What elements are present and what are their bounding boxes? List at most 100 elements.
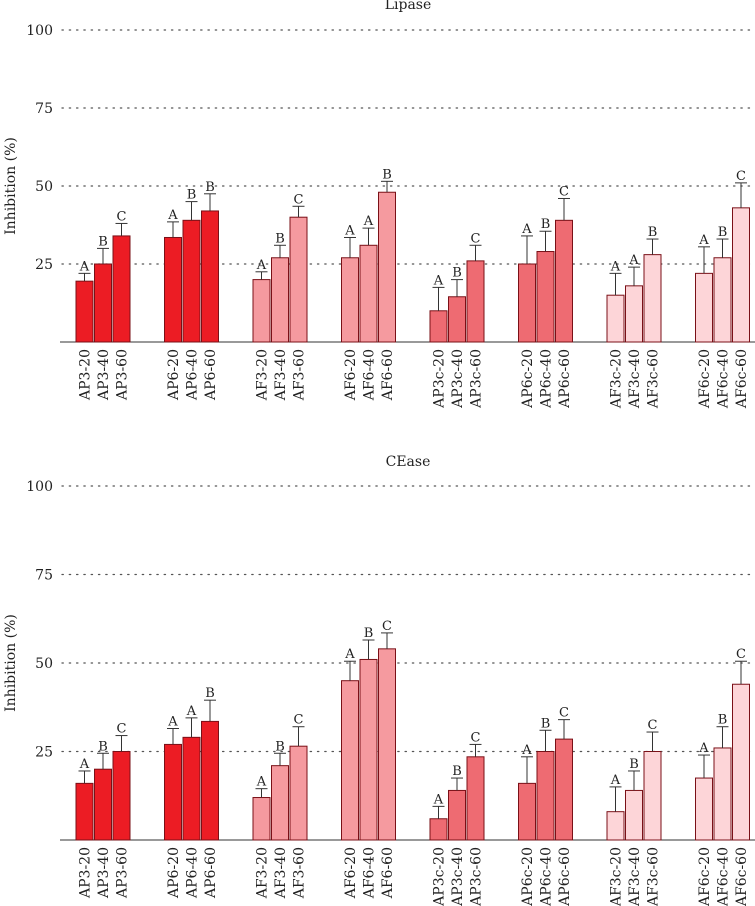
significance-letter: B: [541, 716, 551, 731]
significance-letter: C: [117, 209, 127, 224]
significance-letter: A: [344, 647, 355, 662]
bar-ap3c-40: [448, 296, 466, 343]
bar-af6-60: [378, 191, 396, 343]
x-tick-label: AP3-60: [115, 349, 131, 401]
chart-title: CEase: [386, 454, 431, 470]
bar-ap6-60: [201, 720, 219, 841]
significance-letter: B: [629, 757, 639, 772]
x-tick-label: AF3-20: [255, 349, 271, 401]
x-tick-label: AF6-20: [343, 349, 359, 401]
significance-letter: A: [610, 259, 621, 274]
bar-af3-20: [252, 279, 271, 343]
bar-af6c-40: [713, 257, 732, 343]
significance-letter: A: [433, 273, 444, 288]
bar-ap3-60: [112, 751, 131, 841]
significance-letter: C: [736, 647, 746, 662]
bar-ap3-20: [75, 280, 94, 343]
bar-af6c-60: [732, 207, 750, 343]
significance-letter: B: [275, 231, 285, 246]
bar-ap6c-60: [555, 738, 573, 841]
significance-letter: B: [452, 764, 462, 779]
bar-ap6c-40: [536, 251, 555, 343]
x-tick-label: AF3-60: [292, 847, 308, 899]
x-tick-label: AP6c-40: [539, 847, 555, 906]
significance-letter: A: [79, 259, 90, 274]
x-tick-label: AF6-40: [362, 847, 378, 899]
significance-letter: C: [471, 730, 481, 745]
x-tick-label: AF3c-40: [627, 847, 643, 906]
significance-letter: B: [98, 739, 108, 754]
significance-letter: B: [364, 626, 374, 641]
x-tick-label: AP3c-20: [432, 349, 448, 409]
x-tick-label: AF6c-40: [716, 349, 732, 409]
bar-ap3c-20: [429, 818, 448, 841]
y-axis-label: Inhibition (%): [3, 137, 19, 235]
significance-letter: A: [698, 741, 709, 756]
bar-af3-40: [271, 257, 289, 343]
bar-ap6-40: [182, 219, 201, 343]
x-tick-label: AF6-60: [380, 349, 396, 401]
x-tick-label: AP3c-40: [450, 349, 466, 409]
x-tick-label: AF3c-60: [646, 349, 662, 409]
bar-ap3c-60: [466, 260, 485, 343]
x-tick-label: AP6-60: [203, 349, 219, 401]
x-tick-label: AF3-20: [255, 847, 271, 899]
bar-ap3-40: [94, 263, 112, 343]
significance-letter: C: [117, 722, 127, 737]
significance-letter: A: [186, 704, 197, 719]
significance-letter: C: [559, 184, 569, 199]
bar-ap3c-40: [448, 789, 466, 841]
significance-letter: C: [294, 192, 304, 207]
y-axis-label: Inhibition (%): [3, 614, 19, 712]
significance-letter: A: [698, 233, 709, 248]
bar-af6-60: [378, 648, 396, 841]
bar-af6c-20: [695, 272, 713, 343]
x-tick-label: AF6c-20: [697, 847, 713, 906]
x-tick-label: AP3-20: [78, 847, 94, 899]
significance-letter: A: [344, 223, 355, 238]
bar-ap6-20: [164, 236, 182, 343]
x-tick-label: AF3-40: [273, 847, 289, 899]
x-tick-label: AP3-40: [96, 349, 112, 401]
significance-letter: A: [256, 258, 267, 273]
significance-letter: A: [433, 792, 444, 807]
significance-letter: A: [363, 214, 374, 229]
bar-ap3-60: [112, 235, 131, 343]
bar-af6-40: [359, 244, 378, 343]
x-tick-label: AP6c-40: [539, 349, 555, 409]
bar-af6-40: [359, 658, 378, 841]
significance-letter: B: [718, 225, 728, 240]
x-tick-label: AF3c-20: [609, 349, 625, 409]
significance-letter: A: [167, 714, 178, 729]
x-tick-label: AP6-20: [166, 349, 182, 401]
x-tick-label: AP6c-20: [520, 847, 536, 906]
x-tick-label: AF6c-60: [734, 847, 750, 906]
bar-af3-20: [252, 797, 271, 841]
x-tick-label: AF3c-20: [609, 847, 625, 906]
x-tick-label: AP3-60: [115, 847, 131, 899]
significance-letter: C: [648, 718, 658, 733]
bar-af3c-60: [643, 751, 662, 841]
y-tick-label: 50: [35, 179, 53, 195]
bar-ap6-60: [201, 210, 219, 343]
y-tick-label: 75: [35, 568, 53, 584]
bar-af6-20: [341, 257, 359, 343]
x-tick-label: AF6-60: [380, 847, 396, 899]
bar-af6c-60: [732, 683, 750, 841]
bar-ap3c-20: [429, 310, 448, 343]
x-tick-label: AF3-40: [273, 349, 289, 401]
significance-letter: B: [275, 739, 285, 754]
significance-letter: C: [294, 713, 304, 728]
significance-letter: B: [452, 266, 462, 281]
y-tick-label: 75: [35, 101, 53, 117]
bar-ap6c-20: [518, 263, 536, 343]
y-tick-label: 100: [26, 479, 53, 495]
chart-panel-2: CEase Inhibition (%) 25 50 75 100 A AP3-20 B AP3-…: [3, 454, 755, 906]
y-tick-label: 100: [26, 23, 53, 39]
x-tick-label: AP3-20: [78, 349, 94, 401]
bar-af3-40: [271, 765, 289, 841]
bar-ap6-40: [182, 736, 201, 841]
bar-af3c-40: [625, 285, 643, 343]
